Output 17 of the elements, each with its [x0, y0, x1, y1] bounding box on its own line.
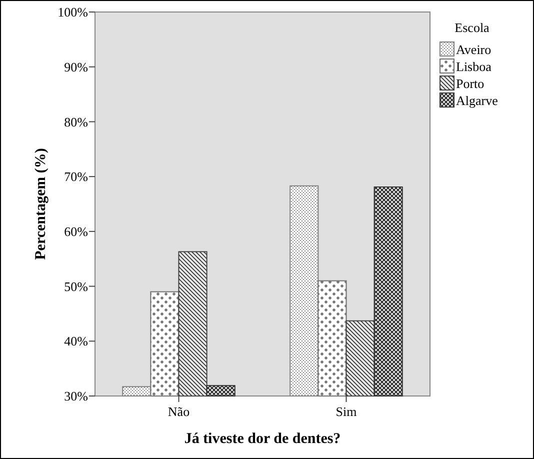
y-tick-label: 100%: [58, 4, 88, 20]
y-tick-label: 90%: [64, 59, 88, 74]
legend-label: Lisboa: [456, 59, 492, 74]
y-tick-label: 50%: [64, 278, 88, 294]
y-tick-label: 80%: [64, 114, 88, 130]
x-tick-label: Sim: [336, 404, 357, 419]
x-tick-label: Não: [168, 404, 190, 419]
y-tick-label: 30%: [64, 388, 88, 404]
legend-title: Escola: [454, 20, 490, 35]
y-axis-title: Percentagem (%): [33, 148, 49, 260]
legend-label: Algarve: [456, 93, 498, 108]
legend-label: Porto: [456, 76, 484, 91]
y-tick-label: 70%: [64, 169, 88, 184]
x-axis-title: Já tiveste dor de dentes?: [184, 431, 341, 447]
y-tick-label: 60%: [64, 224, 88, 239]
legend-label: Aveiro: [456, 42, 492, 57]
y-tick-label: 40%: [64, 334, 88, 349]
